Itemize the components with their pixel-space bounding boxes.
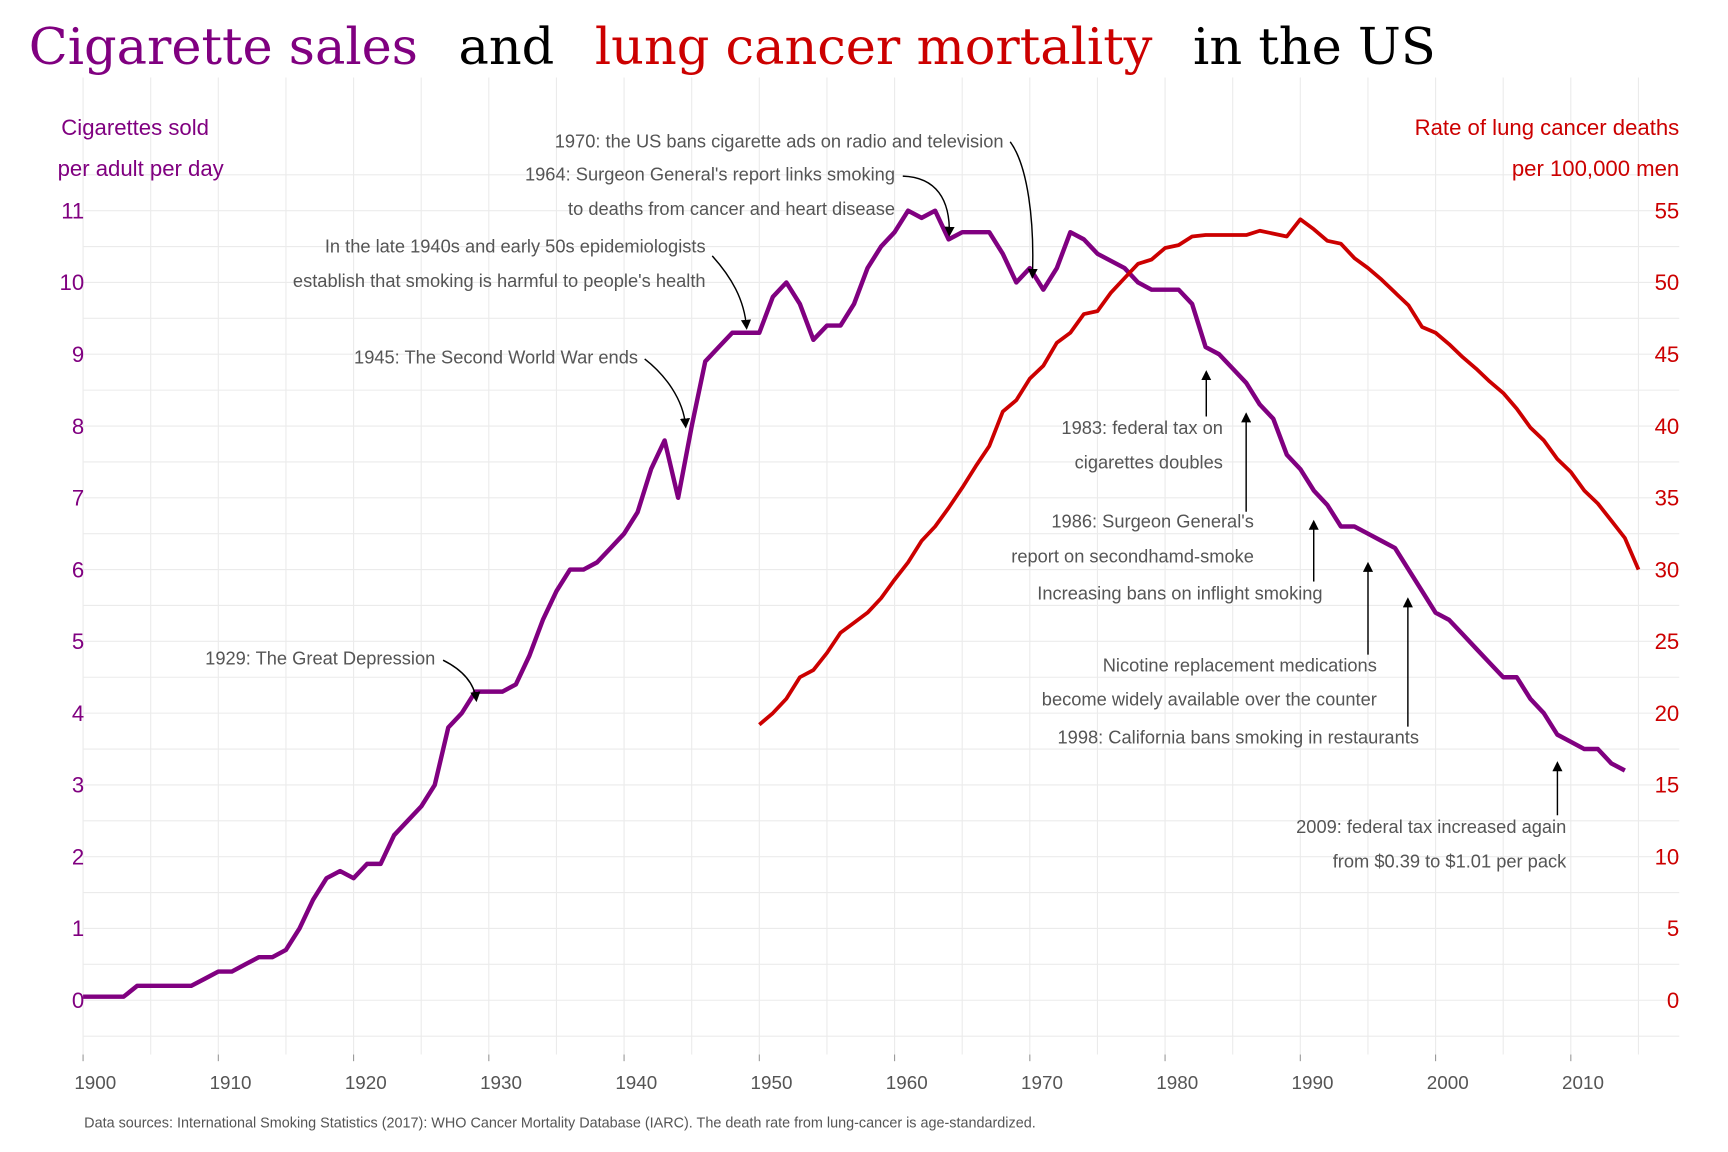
cigarette-sales-line bbox=[83, 208, 1626, 999]
right-tick-label: 0 bbox=[1667, 988, 1679, 1013]
left-tick-label: 4 bbox=[72, 701, 84, 726]
annotation-text: from $0.39 to $1.01 per pack bbox=[1333, 850, 1567, 871]
x-tick-label: 1990 bbox=[1292, 1072, 1334, 1093]
axis-ticks: 0123456789101105101520253035404550551900… bbox=[60, 198, 1680, 1092]
annotation-text: become widely available over the counter bbox=[1042, 689, 1377, 710]
annotation-1929: 1929: The Great Depression bbox=[205, 648, 481, 703]
x-tick-label: 1940 bbox=[615, 1072, 657, 1093]
annotation-1964: 1964: Surgeon General's report links smo… bbox=[525, 164, 955, 237]
annotation-text: 1986: Surgeon General's bbox=[1051, 510, 1254, 531]
lung-cancer-line bbox=[758, 217, 1641, 727]
left-tick-label: 0 bbox=[72, 988, 84, 1013]
left-tick-label: 7 bbox=[72, 486, 84, 511]
right-tick-label: 35 bbox=[1655, 486, 1680, 511]
right-axis-title-line1: Rate of lung cancer deaths bbox=[1415, 115, 1680, 140]
grid bbox=[82, 77, 1680, 1055]
x-tick-label: 1980 bbox=[1156, 1072, 1198, 1093]
annotation-1991: Increasing bans on inflight smoking bbox=[1037, 519, 1323, 603]
left-tick-label: 1 bbox=[72, 916, 84, 941]
series-lines bbox=[83, 208, 1641, 999]
annotation-text: Increasing bans on inflight smoking bbox=[1037, 582, 1322, 603]
left-tick-label: 9 bbox=[72, 342, 84, 367]
left-tick-label: 6 bbox=[72, 557, 84, 582]
right-tick-label: 10 bbox=[1655, 844, 1680, 869]
annotation-text: establish that smoking is harmful to peo… bbox=[293, 270, 706, 291]
right-tick-label: 45 bbox=[1655, 342, 1680, 367]
left-tick-label: 3 bbox=[72, 773, 84, 798]
x-tick-label: 1970 bbox=[1021, 1072, 1063, 1093]
right-tick-label: 20 bbox=[1655, 701, 1680, 726]
right-tick-label: 50 bbox=[1655, 270, 1680, 295]
annotation-text: 1929: The Great Depression bbox=[205, 648, 435, 669]
x-tick-label: 1950 bbox=[751, 1072, 793, 1093]
annotation-text: to deaths from cancer and heart disease bbox=[568, 198, 895, 219]
annotation-text: 1964: Surgeon General's report links smo… bbox=[525, 164, 895, 185]
x-tick-label: 1910 bbox=[210, 1072, 252, 1093]
footer-sources: Data sources: International Smoking Stat… bbox=[84, 1116, 1036, 1132]
annotation-arrow bbox=[644, 358, 691, 429]
annotation-1970: 1970: the US bans cigarette ads on radio… bbox=[555, 130, 1038, 279]
annotation-text: In the late 1940s and early 50s epidemio… bbox=[325, 236, 706, 257]
x-tick-label: 2010 bbox=[1562, 1072, 1604, 1093]
right-tick-label: 55 bbox=[1655, 198, 1680, 223]
annotation-text: 2009: federal tax increased again bbox=[1296, 816, 1566, 837]
title-and: and bbox=[458, 18, 554, 77]
annotation-arrow bbox=[711, 255, 751, 330]
x-tick-label: 1930 bbox=[480, 1072, 522, 1093]
right-axis-title-line2: per 100,000 men bbox=[1512, 156, 1679, 181]
annotation-text: report on secondhamd-smoke bbox=[1011, 546, 1254, 567]
left-tick-label: 5 bbox=[72, 629, 84, 654]
x-tick-label: 2000 bbox=[1427, 1072, 1469, 1093]
title-in-the-us: in the US bbox=[1193, 18, 1436, 77]
x-tick-label: 1960 bbox=[886, 1072, 928, 1093]
right-tick-label: 15 bbox=[1655, 773, 1680, 798]
left-tick-label: 2 bbox=[72, 844, 84, 869]
annotation-text: 1998: California bans smoking in restaur… bbox=[1058, 726, 1419, 747]
annotation-text: 1945: The Second World War ends bbox=[354, 346, 638, 367]
annotation-1945: 1945: The Second World War ends bbox=[354, 346, 691, 429]
annotation-arrow bbox=[902, 175, 955, 237]
left-tick-label: 10 bbox=[60, 270, 85, 295]
annotation-1983: 1983: federal tax on cigarettes doubles bbox=[1061, 370, 1223, 473]
annotation-1998: 1998: California bans smoking in restaur… bbox=[1058, 597, 1419, 747]
right-tick-label: 40 bbox=[1655, 414, 1680, 439]
annotation-arrow bbox=[1009, 141, 1038, 279]
title-lung-cancer: lung cancer mortality bbox=[595, 18, 1153, 77]
right-tick-label: 25 bbox=[1655, 629, 1680, 654]
annotation-arrow bbox=[442, 659, 481, 703]
x-tick-label: 1920 bbox=[345, 1072, 387, 1093]
x-tick-label: 1900 bbox=[74, 1072, 116, 1093]
left-tick-label: 11 bbox=[61, 198, 84, 223]
annotation-text: Nicotine replacement medications bbox=[1103, 654, 1377, 675]
annotation-1949: In the late 1940s and early 50s epidemio… bbox=[293, 236, 751, 330]
annotation-text: cigarettes doubles bbox=[1075, 452, 1223, 473]
left-axis-title-line2: per adult per day bbox=[58, 156, 225, 181]
left-tick-label: 8 bbox=[72, 414, 84, 439]
annotations: 1970: the US bans cigarette ads on radio… bbox=[205, 130, 1567, 871]
right-tick-label: 5 bbox=[1667, 916, 1679, 941]
annotation-text: 1983: federal tax on bbox=[1061, 417, 1222, 438]
title-cigarette-sales: Cigarette sales bbox=[29, 18, 418, 77]
right-tick-label: 30 bbox=[1655, 557, 1680, 582]
chart-title: Cigarette sales and lung cancer mortalit… bbox=[29, 18, 1436, 77]
annotation-1995: Nicotine replacement medications become w… bbox=[1042, 561, 1377, 710]
annotation-text: 1970: the US bans cigarette ads on radio… bbox=[555, 130, 1004, 151]
annotation-1986: 1986: Surgeon General's report on secondh… bbox=[1011, 412, 1254, 567]
annotation-2009: 2009: federal tax increased again from $0… bbox=[1296, 761, 1567, 871]
left-axis-title-line1: Cigarettes sold bbox=[61, 115, 209, 140]
